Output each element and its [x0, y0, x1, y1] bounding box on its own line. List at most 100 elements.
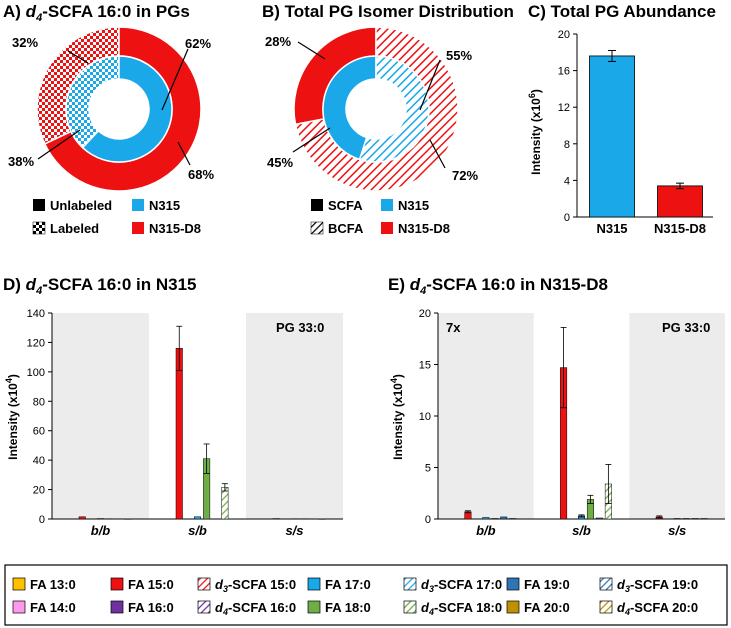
panel-b-title: B) Total PG Isomer Distribution [262, 2, 514, 21]
bar-d4-scfa-18-0-sb [221, 487, 229, 520]
panel-e: E) d4-SCFA 16:0 in N315-D8 Intensity (x1… [388, 275, 725, 538]
x-tick-label: s/s [285, 523, 303, 538]
legend-swatch [506, 600, 520, 614]
legend-swatch [197, 600, 211, 614]
panel-c: C) Total PG Abundance Intensity (x106) 0… [527, 2, 716, 236]
legend-swatch-labeled [32, 221, 46, 235]
legend-swatch-scfa [311, 199, 323, 211]
legend-swatch [403, 600, 417, 614]
bar-d4-scfa-18-0-bb [124, 518, 132, 520]
leader-line [67, 50, 89, 64]
y-tick-label: 100 [27, 367, 45, 379]
legend-label: FA 20:0 [524, 600, 570, 615]
y-tick-label: 12 [558, 102, 570, 114]
legend-label: d4-SCFA 16:0 [215, 600, 296, 617]
bar-fa-19-0-sb [595, 517, 603, 520]
legend-label: FA 19:0 [524, 577, 570, 592]
y-tick-label: 10 [419, 411, 431, 423]
bar-fa-18-0-bb [106, 518, 114, 520]
legend-label: FA 15:0 [128, 577, 174, 592]
y-tick-label: 4 [564, 175, 570, 187]
panel-e-scale-note: 7x [446, 320, 461, 335]
pct-label-outer-scfa: 28% [265, 34, 291, 49]
legend-border [4, 564, 728, 626]
bar-d4-scfa-18-0-bb [509, 518, 517, 520]
legend-swatch [403, 577, 417, 591]
y-tick-label: 20 [419, 308, 431, 320]
leader-line [429, 139, 446, 169]
bar-fa-15-0-ss [272, 518, 280, 520]
x-tick-label: N315 [596, 221, 627, 236]
pct-label-outer-unlabeled: 68% [188, 167, 214, 182]
legend-swatch [307, 600, 321, 614]
donut-chart-a [36, 26, 202, 192]
legend-swatch-n315-d8 [132, 222, 144, 234]
group-background [629, 313, 725, 519]
panel-e-annotation: PG 33:0 [662, 320, 710, 335]
y-tick-label: 16 [558, 66, 570, 78]
legend-label: FA 17:0 [325, 577, 371, 592]
leader-line [419, 59, 441, 111]
leader-line [161, 48, 189, 111]
y-tick-label: 0 [425, 514, 431, 526]
bar-fa-15-0-sb [175, 348, 183, 520]
donut-slice-inner-scfa [322, 55, 377, 161]
leader-line [292, 127, 331, 153]
bar-fa-18-0-ss [300, 518, 308, 520]
legend-swatch-n315 [381, 199, 393, 211]
bar-chart-e: 0 5 10 15 20 b/b s/b s/s [419, 308, 725, 538]
group-background [52, 313, 149, 519]
y-tick-label: 60 [33, 426, 45, 438]
y-tick-label: 0 [564, 212, 570, 224]
leader-line [177, 141, 191, 166]
bar-d4-scfa-18-0-ss [700, 518, 708, 520]
panel-b: B) Total PG Isomer Distribution 28% 55% … [262, 2, 514, 236]
donut-slice-inner-bcfa [358, 55, 430, 163]
y-tick-label: 15 [419, 360, 431, 372]
y-tick-label: 40 [33, 455, 45, 467]
x-tick-label: N315-D8 [654, 221, 706, 236]
legend-label-n315-d8: N315-D8 [398, 221, 450, 236]
bar-fa-17-0-bb [482, 517, 490, 520]
legend-label-scfa: SCFA [328, 198, 363, 213]
leader-line [297, 41, 326, 60]
pct-label-inner-scfa: 45% [267, 155, 293, 170]
pct-label-inner-unlabeled: 62% [185, 36, 211, 51]
legend-swatch-bcfa [310, 221, 324, 235]
y-tick-label: 5 [425, 463, 431, 475]
legend-label: d4-SCFA 18:0 [421, 600, 502, 617]
pct-label-outer-labeled: 32% [12, 35, 38, 50]
group-background [246, 313, 343, 519]
bar-fa-17-0-sb [194, 516, 201, 520]
bar-fa-17-0-ss [291, 518, 298, 520]
series-legend: FA 13:0 FA 15:0 d3-SCFA 15:0 FA 17:0 d3-SCFA… [4, 564, 728, 626]
legend-swatch [110, 600, 124, 614]
legend-swatch [307, 577, 321, 591]
bar-fa-17-0-bb [97, 518, 104, 520]
y-tick-label: 20 [558, 29, 570, 41]
legend-label-bcfa: BCFA [328, 221, 364, 236]
x-tick-label: s/b [572, 523, 591, 538]
legend-label: FA 16:0 [128, 600, 174, 615]
bar-fa-19-0-ss [691, 518, 699, 520]
panel-d-annotation: PG 33:0 [276, 320, 324, 335]
panel-d-title: D) d4-SCFA 16:0 in N315 [3, 275, 197, 297]
x-tick-label: s/s [668, 523, 686, 538]
bar-chart-d: 0 20 40 60 80 100 120 140 b/b s/b s/s [27, 308, 343, 538]
x-tick-label: s/b [188, 523, 207, 538]
legend-label-n315-d8: N315-D8 [149, 221, 201, 236]
legend-swatch [599, 577, 613, 591]
legend-label: FA 14:0 [30, 600, 76, 615]
donut-slice-inner-unlabeled [81, 55, 173, 163]
bar-fa-18-0-ss [682, 518, 690, 520]
donut-slice-inner-labeled [65, 55, 120, 149]
legend-label: d3-SCFA 17:0 [421, 577, 502, 594]
y-tick-label: 8 [564, 139, 570, 151]
legend-swatch-n315 [132, 199, 144, 211]
y-tick-label: 20 [33, 485, 45, 497]
group-background [438, 313, 534, 519]
legend-label: FA 13:0 [30, 577, 76, 592]
y-tick-label: 120 [27, 337, 45, 349]
legend-label-n315: N315 [398, 198, 429, 213]
bar-n315-d8 [657, 185, 703, 218]
